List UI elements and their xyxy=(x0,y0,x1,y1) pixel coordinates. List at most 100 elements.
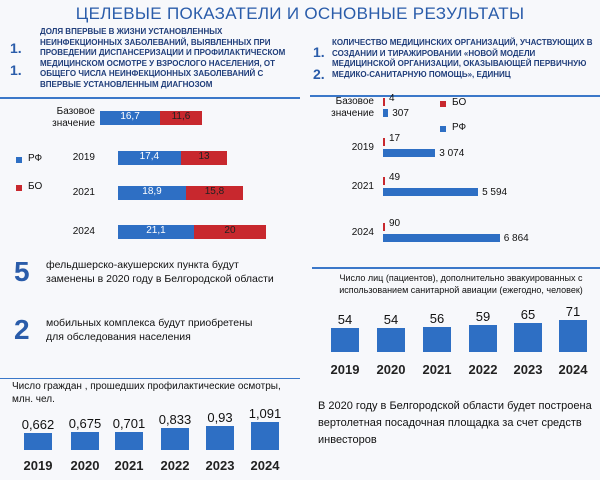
value-label: 1,091 xyxy=(248,405,282,421)
bar xyxy=(469,325,497,352)
category-label: 2021 xyxy=(72,187,95,198)
bar-segment xyxy=(180,151,228,165)
bar xyxy=(383,223,385,231)
value-label: 65 xyxy=(520,306,536,322)
category-label: 2024 xyxy=(351,227,374,238)
value-label: 0,833 xyxy=(158,412,192,428)
fact-number: 5 xyxy=(14,256,30,287)
x-tick-label: 2022 xyxy=(468,362,498,377)
chart-title: Число лиц (пациентов), дополнительно эва… xyxy=(339,273,583,295)
x-tick-label: 2022 xyxy=(160,458,190,473)
value-label: 71 xyxy=(565,304,581,320)
value-label: 0,662 xyxy=(21,416,55,432)
bar-segment xyxy=(118,151,181,165)
bar-segment xyxy=(186,186,243,200)
bar xyxy=(383,234,500,242)
bar xyxy=(559,320,587,352)
x-tick-label: 2021 xyxy=(114,458,144,473)
x-tick-label: 2024 xyxy=(558,362,588,377)
bar xyxy=(383,98,385,106)
fact-number: 2 xyxy=(14,314,30,345)
item-number: 2. xyxy=(313,66,325,82)
bar xyxy=(251,421,279,450)
chart-title: Число граждан , прошедших профилактическ… xyxy=(12,381,281,405)
item-number: 1. xyxy=(313,44,325,60)
legend-swatch xyxy=(16,157,22,163)
value-label: 49 xyxy=(389,172,401,183)
bar-segment xyxy=(193,225,266,239)
value-label: 54 xyxy=(383,311,399,327)
bar-segment xyxy=(100,111,161,125)
legend-label: РФ xyxy=(452,122,467,133)
value-label: 4 xyxy=(389,93,395,104)
bar xyxy=(383,177,385,185)
divider xyxy=(0,378,300,379)
x-tick-label: 2019 xyxy=(330,362,360,377)
x-tick-label: 2024 xyxy=(250,458,280,473)
fact-text: фельдшерско-акушерских пункта будут заме… xyxy=(46,259,274,285)
bar xyxy=(377,327,405,352)
slide-title: ЦЕЛЕВЫЕ ПОКАЗАТЕЛИ И ОСНОВНЫЕ РЕЗУЛЬТАТЫ xyxy=(75,4,525,23)
chart-title: ДОЛЯ ВПЕРВЫЕ В ЖИЗНИ УСТАНОВЛЕННЫХ НЕИНФ… xyxy=(40,27,286,89)
category-label: Базовое значение xyxy=(52,106,95,129)
bar-segment xyxy=(118,186,187,200)
x-tick-label: 2023 xyxy=(513,362,543,377)
bar-segment xyxy=(160,111,202,125)
value-label: 6 864 xyxy=(503,233,529,244)
value-label: 5 594 xyxy=(482,187,508,198)
legend-swatch xyxy=(440,126,446,132)
item-number: 1. xyxy=(10,40,22,56)
bar xyxy=(383,138,385,146)
divider xyxy=(310,95,600,97)
item-number: 1. xyxy=(10,62,22,78)
chart-title: КОЛИЧЕСТВО МЕДИЦИНСКИХ ОРГАНИЗАЦИЙ, УЧАС… xyxy=(332,38,593,79)
legend-label: БО xyxy=(28,181,43,192)
bar xyxy=(514,322,542,352)
divider xyxy=(312,267,600,269)
value-label: 17 xyxy=(389,133,401,144)
value-label: 0,675 xyxy=(68,416,102,432)
value-label: 11,6 xyxy=(171,111,191,122)
bar xyxy=(24,432,52,450)
legend-swatch xyxy=(440,101,446,107)
bar xyxy=(383,109,389,117)
x-tick-label: 2023 xyxy=(205,458,235,473)
legend-label: БО xyxy=(452,97,467,108)
fact-text: мобильных комплекса будут приобретены дл… xyxy=(46,317,253,343)
value-label: 307 xyxy=(392,108,409,119)
value-label: 59 xyxy=(475,309,491,325)
bar xyxy=(423,326,451,352)
bar-segment xyxy=(118,225,194,239)
bar xyxy=(115,431,143,450)
value-label: 21,1 xyxy=(146,225,166,236)
value-label: 3 074 xyxy=(439,148,465,159)
bar xyxy=(331,327,359,352)
bar xyxy=(383,149,436,157)
value-label: 56 xyxy=(429,310,445,326)
value-label: 17,4 xyxy=(139,151,160,162)
value-label: 18,9 xyxy=(142,186,162,197)
category-label: Базовое значение xyxy=(331,96,374,119)
category-label: 2019 xyxy=(72,152,95,163)
value-label: 13 xyxy=(198,151,210,162)
value-label: 20 xyxy=(224,225,236,236)
bar xyxy=(383,188,479,196)
bar xyxy=(71,432,99,450)
value-label: 90 xyxy=(389,218,401,229)
value-label: 16,7 xyxy=(120,111,140,122)
bar xyxy=(206,425,234,450)
value-label: 0,701 xyxy=(112,415,146,431)
value-label: 15,8 xyxy=(204,186,225,197)
value-label: 54 xyxy=(337,311,353,327)
x-tick-label: 2019 xyxy=(23,458,53,473)
category-label: 2019 xyxy=(351,142,374,153)
legend-label: РФ xyxy=(28,153,43,164)
legend-swatch xyxy=(16,185,22,191)
note-text: В 2020 году в Белгородской области будет… xyxy=(318,400,592,446)
category-label: 2021 xyxy=(351,181,374,192)
x-tick-label: 2020 xyxy=(376,362,406,377)
x-tick-label: 2021 xyxy=(422,362,452,377)
bar xyxy=(161,428,189,450)
divider xyxy=(0,97,300,99)
